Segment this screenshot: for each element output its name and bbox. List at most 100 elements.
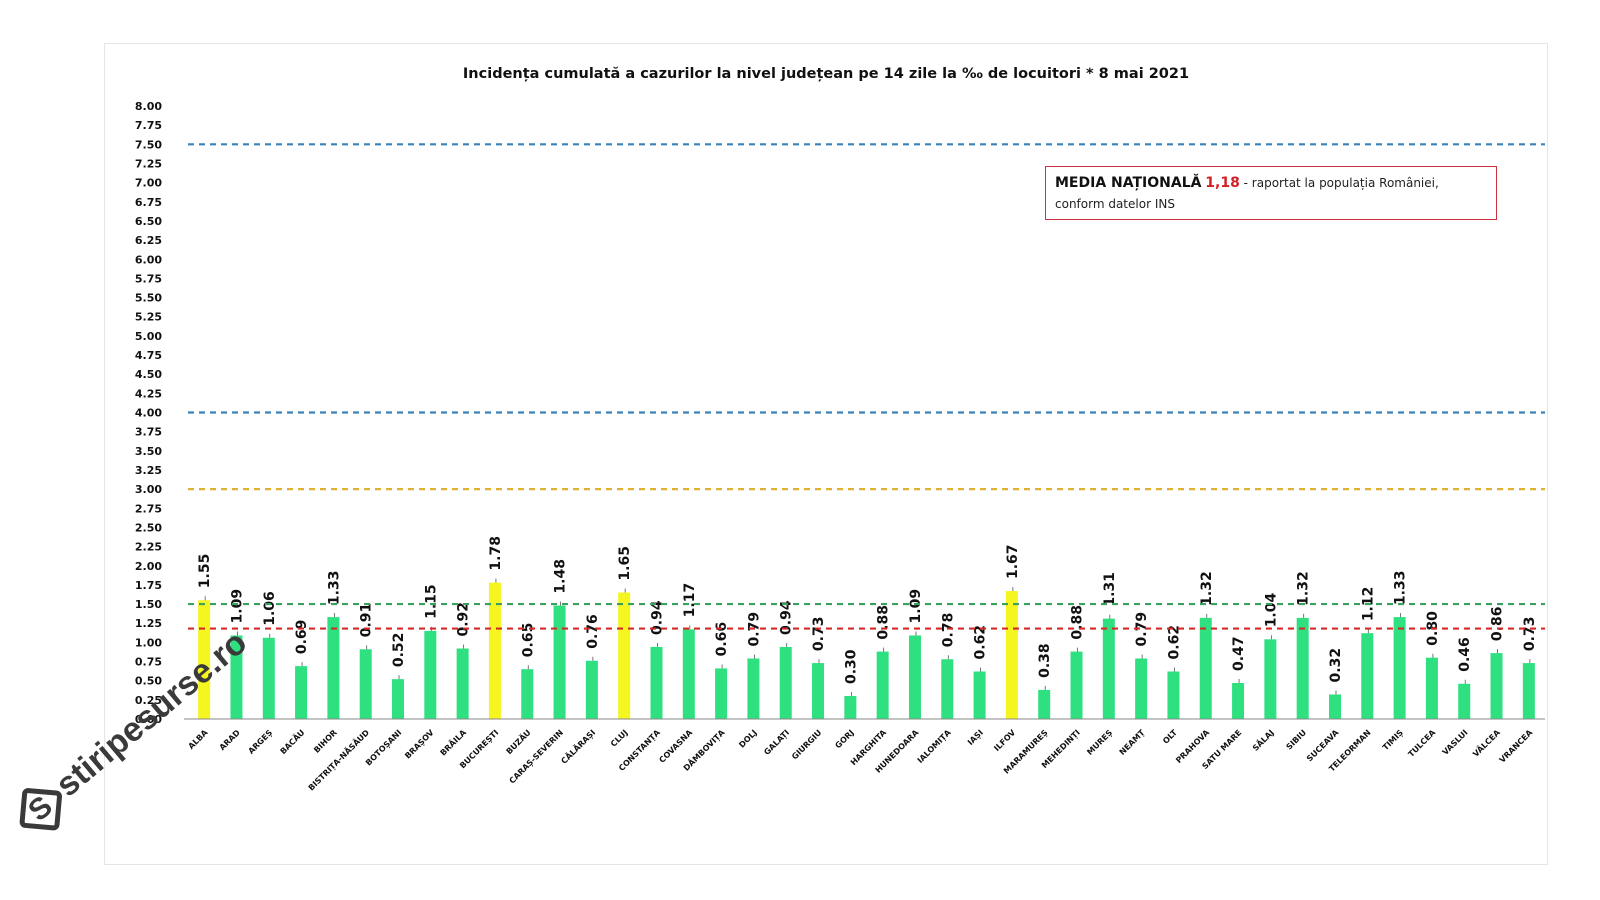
data-label: 0.69 <box>294 620 310 655</box>
bar <box>1425 657 1438 719</box>
bar <box>262 637 275 719</box>
bar <box>747 658 760 719</box>
y-tick-label: 7.00 <box>135 177 162 190</box>
data-label: 1.32 <box>1296 571 1312 606</box>
bar <box>715 668 728 719</box>
bar <box>359 649 372 719</box>
category-label: OLT <box>1161 728 1179 746</box>
category-label: VASLUI <box>1441 728 1470 757</box>
y-tick-label: 7.50 <box>135 138 162 151</box>
data-label: 0.94 <box>779 600 795 635</box>
bar <box>1522 663 1535 719</box>
y-tick-label: 2.75 <box>135 502 162 515</box>
bar <box>941 659 954 719</box>
category-label: MUREȘ <box>1085 728 1115 758</box>
data-label: 0.65 <box>520 623 536 658</box>
y-tick-label: 1.50 <box>135 598 162 611</box>
bar <box>1264 639 1277 719</box>
bar <box>1102 618 1115 719</box>
bar <box>1490 653 1503 719</box>
bar <box>424 630 437 719</box>
data-label: 0.62 <box>973 625 989 660</box>
data-label: 1.65 <box>617 546 633 581</box>
data-label: 0.38 <box>1037 643 1053 678</box>
bar <box>1038 689 1051 719</box>
bar <box>908 635 921 719</box>
bar <box>553 605 566 719</box>
bar <box>488 582 501 719</box>
y-tick-label: 2.50 <box>135 521 162 534</box>
data-label: 1.78 <box>488 536 504 571</box>
category-label: ARAD <box>218 728 242 752</box>
data-label: 0.94 <box>649 600 665 635</box>
category-label: VRANCEA <box>1498 727 1535 764</box>
category-label: CLUJ <box>609 728 630 749</box>
bar <box>295 666 308 719</box>
y-tick-label: 0.50 <box>135 675 162 688</box>
data-label: 1.32 <box>1199 571 1215 606</box>
category-label: BRĂILA <box>437 726 468 757</box>
category-label: BACĂU <box>277 727 306 756</box>
category-label: GIURGIU <box>790 728 823 761</box>
data-label: 1.15 <box>423 584 439 619</box>
category-label: GORJ <box>833 728 855 750</box>
data-label: 1.17 <box>682 583 698 618</box>
y-tick-label: 8.00 <box>135 100 162 113</box>
data-label: 1.31 <box>1102 572 1118 607</box>
bar <box>521 669 534 719</box>
data-label: 0.73 <box>811 617 827 652</box>
data-label: 0.79 <box>1134 612 1150 647</box>
bar <box>779 646 792 719</box>
y-tick-label: 7.75 <box>135 119 162 132</box>
y-tick-label: 6.00 <box>135 253 162 266</box>
y-tick-label: 6.50 <box>135 215 162 228</box>
data-label: 0.66 <box>714 622 730 657</box>
y-tick-label: 5.50 <box>135 292 162 305</box>
bar <box>1458 683 1471 719</box>
bar <box>682 629 695 719</box>
data-label: 0.46 <box>1457 637 1473 672</box>
data-label: 1.33 <box>326 571 342 606</box>
y-tick-label: 4.75 <box>135 349 162 362</box>
bar <box>1070 651 1083 719</box>
data-label: 0.78 <box>940 613 956 648</box>
data-label: 1.06 <box>262 591 278 626</box>
bar <box>392 679 405 719</box>
data-label: 0.52 <box>391 633 407 668</box>
bar <box>844 696 857 719</box>
bar <box>1005 591 1018 719</box>
y-tick-label: 6.75 <box>135 196 162 209</box>
category-label: IALOMIȚA <box>916 727 954 765</box>
bar <box>198 600 211 719</box>
bar <box>1135 658 1148 719</box>
category-label: VÂLCEA <box>1470 726 1503 759</box>
data-label: 0.32 <box>1328 648 1344 683</box>
data-label: 1.67 <box>1005 544 1021 579</box>
data-label: 0.47 <box>1231 636 1247 671</box>
category-label: GALAȚI <box>762 728 792 758</box>
bar <box>1361 633 1374 719</box>
bar <box>618 592 631 719</box>
bar <box>812 663 825 719</box>
y-tick-label: 6.25 <box>135 234 162 247</box>
y-tick-label: 2.25 <box>135 541 162 554</box>
y-tick-label: 4.00 <box>135 407 162 420</box>
category-label: TULCEA <box>1407 727 1438 758</box>
data-label: 1.09 <box>229 589 245 624</box>
y-tick-label: 3.00 <box>135 483 162 496</box>
category-label: CĂLĂRAȘI <box>558 727 598 767</box>
bar <box>1167 671 1180 719</box>
legend-label: MEDIA NAȚIONALĂ <box>1055 175 1202 191</box>
data-label: 0.92 <box>456 602 472 637</box>
bar <box>230 635 243 719</box>
y-tick-label: 5.25 <box>135 311 162 324</box>
data-label: 0.88 <box>1070 605 1086 640</box>
data-label: 1.48 <box>553 559 569 594</box>
y-tick-label: 0.00 <box>135 713 162 726</box>
category-label: BISTRIȚA-NĂSĂUD <box>305 726 372 793</box>
category-label: ALBA <box>187 727 211 751</box>
bar <box>327 617 340 719</box>
chart-title: Incidența cumulată a cazurilor la nivel … <box>462 66 1190 82</box>
bar <box>876 651 889 719</box>
